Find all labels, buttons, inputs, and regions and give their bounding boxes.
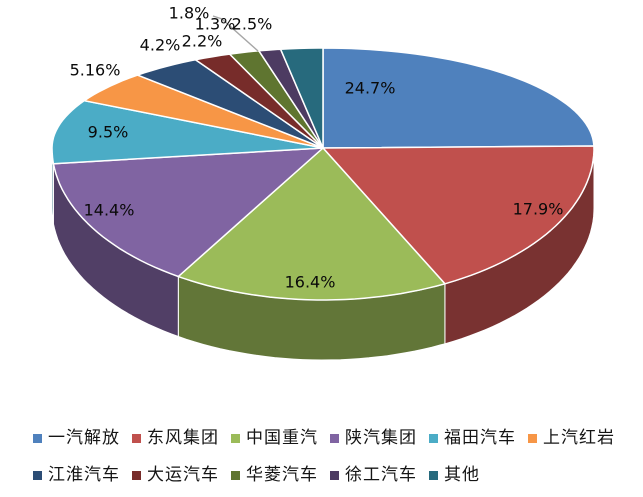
slice-label: 4.2% — [139, 35, 181, 55]
legend-item: 江淮汽车 — [33, 464, 132, 486]
leader-line — [212, 15, 259, 52]
slice-label: 2.2% — [181, 31, 223, 51]
pie-slice — [279, 47, 324, 149]
legend-item: 东风集团 — [132, 427, 231, 449]
legend-item: 上汽红岩 — [528, 427, 627, 449]
slice-label: 9.5% — [87, 122, 129, 142]
legend-item: 华菱汽车 — [231, 464, 330, 486]
legend-swatch — [132, 471, 141, 480]
legend-item: 徐工汽车 — [330, 464, 429, 486]
legend-item: 其他 — [429, 464, 528, 486]
legend-label: 江淮汽车 — [48, 465, 120, 485]
legend-label: 徐工汽车 — [345, 465, 417, 485]
legend-swatch — [231, 434, 240, 443]
pie-slice — [83, 74, 324, 149]
legend-swatch — [33, 471, 42, 480]
pie-slice — [136, 59, 324, 149]
legend-label: 上汽红岩 — [543, 428, 615, 448]
legend-label: 华菱汽车 — [246, 465, 318, 485]
legend-label: 东风集团 — [147, 428, 219, 448]
legend-label: 一汽解放 — [48, 428, 120, 448]
pie-slice — [177, 147, 446, 301]
slice-label: 14.4% — [83, 200, 135, 220]
legend-row: 江淮汽车 大运汽车 华菱汽车 徐工汽车 其他 — [33, 464, 643, 486]
legend-label: 陕汽集团 — [345, 428, 417, 448]
chart-area: 24.7% 17.9% 16.4% 14.4% 9.5% 5.16% 4.2% 2.2% 1.8… — [51, 3, 595, 361]
slice-label: 1.8% — [168, 3, 210, 23]
pie-slice — [322, 145, 595, 285]
legend-item: 福田汽车 — [429, 427, 528, 449]
legend-item: 陕汽集团 — [330, 427, 429, 449]
pie-slice — [52, 147, 324, 278]
legend-item: 大运汽车 — [132, 464, 231, 486]
slice-label: 5.16% — [69, 60, 121, 80]
slice-label: 17.9% — [512, 199, 564, 219]
legend-label: 中国重汽 — [246, 428, 318, 448]
legend-swatch — [132, 434, 141, 443]
slice-label: 2.5% — [231, 14, 273, 34]
legend-row: 一汽解放 东风集团 中国重汽 陕汽集团 福田汽车 上汽红岩 — [33, 427, 643, 449]
legend-swatch — [231, 471, 240, 480]
legend-swatch — [429, 434, 438, 443]
slice-label: 16.4% — [284, 272, 336, 292]
legend-swatch — [528, 434, 537, 443]
legend-item: 一汽解放 — [33, 427, 132, 449]
legend-label: 大运汽车 — [147, 465, 219, 485]
legend-swatch — [330, 471, 339, 480]
slice-label: 1.3% — [194, 14, 236, 34]
legend-item: 中国重汽 — [231, 427, 330, 449]
legend-swatch — [330, 434, 339, 443]
pie-slice — [322, 47, 595, 149]
slice-label: 24.7% — [344, 78, 396, 98]
legend-swatch — [33, 434, 42, 443]
legend-label: 其他 — [444, 465, 480, 485]
legend-swatch — [429, 471, 438, 480]
pie-slice — [51, 99, 324, 165]
legend: 一汽解放 东风集团 中国重汽 陕汽集团 福田汽车 上汽红岩江淮汽车 大运汽车 华菱汽车 徐工汽车… — [33, 427, 643, 497]
legend-label: 福田汽车 — [444, 428, 516, 448]
pie-chart — [51, 15, 595, 361]
